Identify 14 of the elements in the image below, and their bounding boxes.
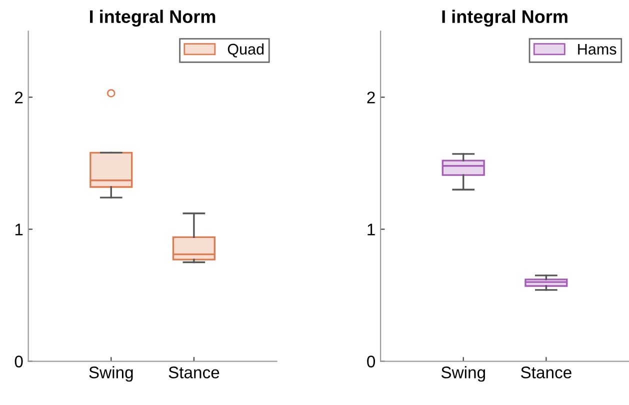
y-tick-label: 0 <box>367 356 376 368</box>
y-tick-label: 1 <box>368 224 375 236</box>
x-tick-label: Swing <box>441 366 485 382</box>
y-tick-label: 0 <box>14 356 23 368</box>
y-tick-label: 1 <box>15 224 23 236</box>
x-tick-label: Stance <box>168 366 220 378</box>
chart-title: I integral Norm <box>90 10 216 27</box>
x-tick-label: Swing <box>89 366 133 382</box>
legend-label: Quad <box>228 43 264 58</box>
y-tick-label: 2 <box>367 92 375 104</box>
legend-label: Hams <box>578 44 616 55</box>
chart-title: I integral Norm <box>442 10 568 27</box>
y-tick-label: 2 <box>15 92 23 104</box>
x-tick-label: Stance <box>520 366 572 378</box>
